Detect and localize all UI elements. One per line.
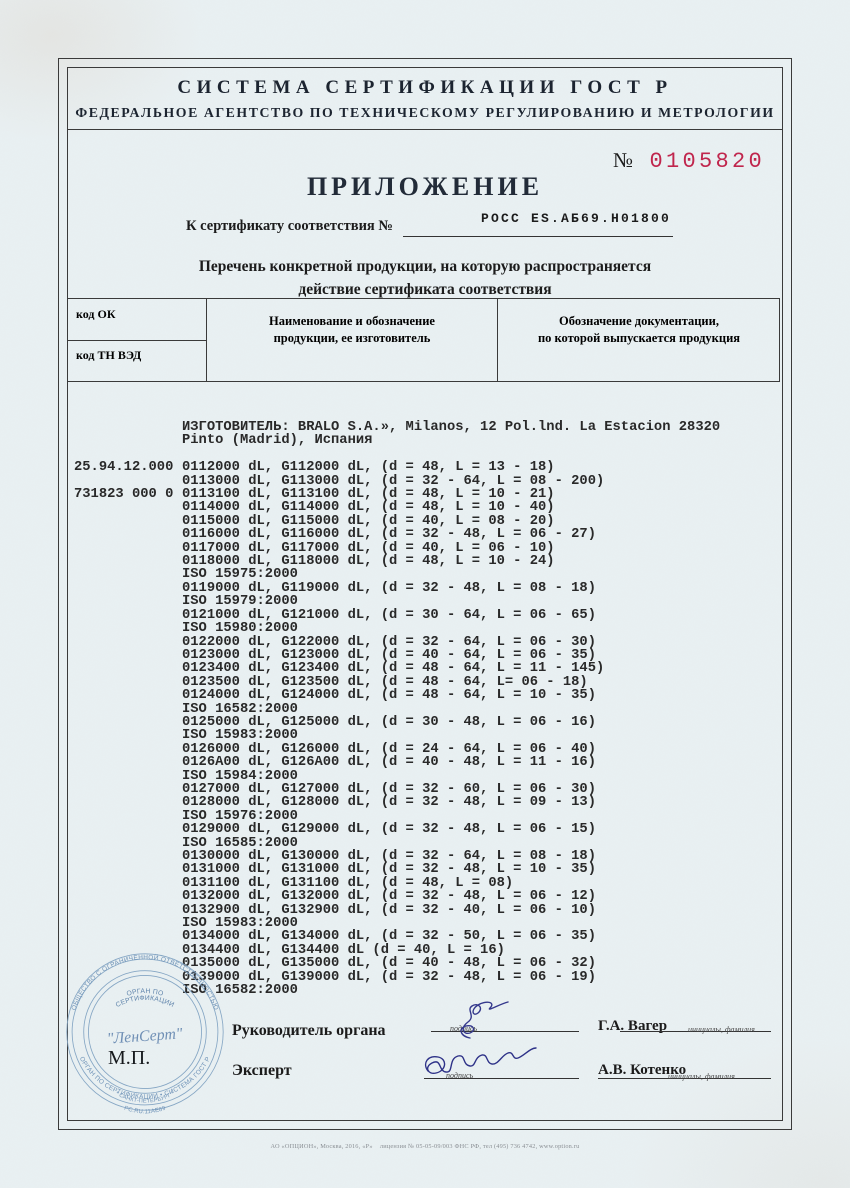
svg-text:ОБЩЕСТВО С ОГРАНИЧЕННОЙ ОТВЕТС: ОБЩЕСТВО С ОГРАНИЧЕННОЙ ОТВЕТСТВЕННОСТЬЮ xyxy=(71,953,220,1012)
svg-text:РС.RU.11АЕ89: РС.RU.11АЕ89 xyxy=(123,1106,166,1116)
svg-text:СЕРТИФИКАЦИИ: СЕРТИФИКАЦИИ xyxy=(115,995,175,1009)
svg-text:"ЛенСерт": "ЛенСерт" xyxy=(106,1025,183,1047)
